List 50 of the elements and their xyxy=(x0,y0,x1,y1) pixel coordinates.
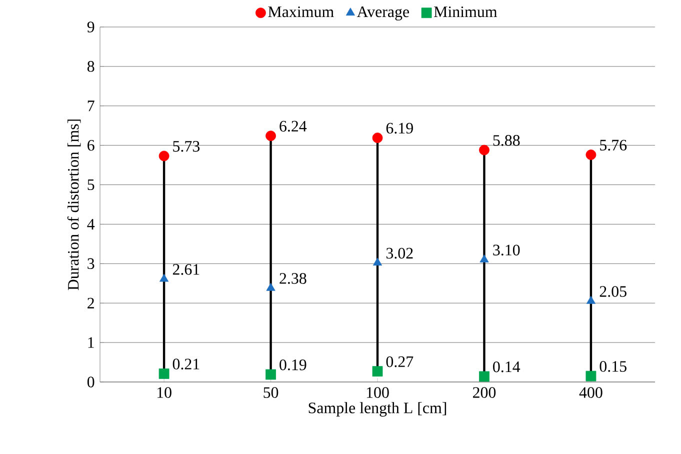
point xyxy=(586,370,596,382)
data-label: 2.05 xyxy=(600,286,626,297)
data-label: 0.19 xyxy=(280,359,306,370)
y-tick-label: 1 xyxy=(88,337,94,348)
legend-label: Maximum xyxy=(268,6,334,18)
point xyxy=(158,150,170,162)
point xyxy=(266,282,276,291)
point xyxy=(266,369,276,380)
point xyxy=(160,274,169,282)
x-axis-title: Sample length L [cm] xyxy=(308,402,446,417)
point xyxy=(480,254,489,262)
legend-label: Average xyxy=(356,6,410,20)
point xyxy=(372,366,383,377)
data-label: 3.10 xyxy=(493,244,520,256)
data-label: 0.21 xyxy=(172,358,200,370)
point xyxy=(479,144,490,156)
x-tick-label: 100 xyxy=(366,387,389,398)
x-tick-label: 200 xyxy=(472,387,496,398)
data-label: 2.38 xyxy=(280,273,306,284)
data-label: 0.14 xyxy=(493,361,520,372)
data-label: 0.15 xyxy=(600,361,626,372)
point xyxy=(586,150,596,160)
data-label: 5.73 xyxy=(173,141,200,152)
data-label: 5.76 xyxy=(600,140,627,151)
y-tick-label: 9 xyxy=(87,22,94,32)
y-tick-label: 3 xyxy=(88,258,94,270)
y-tick-label: 2 xyxy=(88,298,94,308)
y-tick-label: 8 xyxy=(87,61,94,72)
data-label: 6.24 xyxy=(280,120,307,132)
legend-label: Minimum xyxy=(434,6,498,18)
data-label: 2.61 xyxy=(172,264,200,275)
x-tick-label: 50 xyxy=(264,387,278,398)
point xyxy=(372,132,383,144)
data-label: 6.19 xyxy=(386,122,413,134)
y-axis-title: Duration of distortion [ms] xyxy=(67,120,81,290)
y-tick-label: 5 xyxy=(88,179,94,190)
point xyxy=(266,130,276,142)
y-tick-label: 4 xyxy=(87,218,95,230)
point xyxy=(158,368,170,379)
x-tick-label: 10 xyxy=(157,387,172,398)
y-tick-label: 7 xyxy=(88,100,94,112)
point xyxy=(372,258,382,266)
y-tick-label: 0 xyxy=(87,376,94,388)
data-label: 5.88 xyxy=(493,135,520,146)
y-tick-label: 6 xyxy=(88,140,94,151)
point xyxy=(586,296,596,304)
point xyxy=(479,371,490,382)
x-tick-label: 400 xyxy=(579,387,602,398)
data-label: 0.27 xyxy=(386,356,414,368)
data-label: 3.02 xyxy=(386,248,413,259)
